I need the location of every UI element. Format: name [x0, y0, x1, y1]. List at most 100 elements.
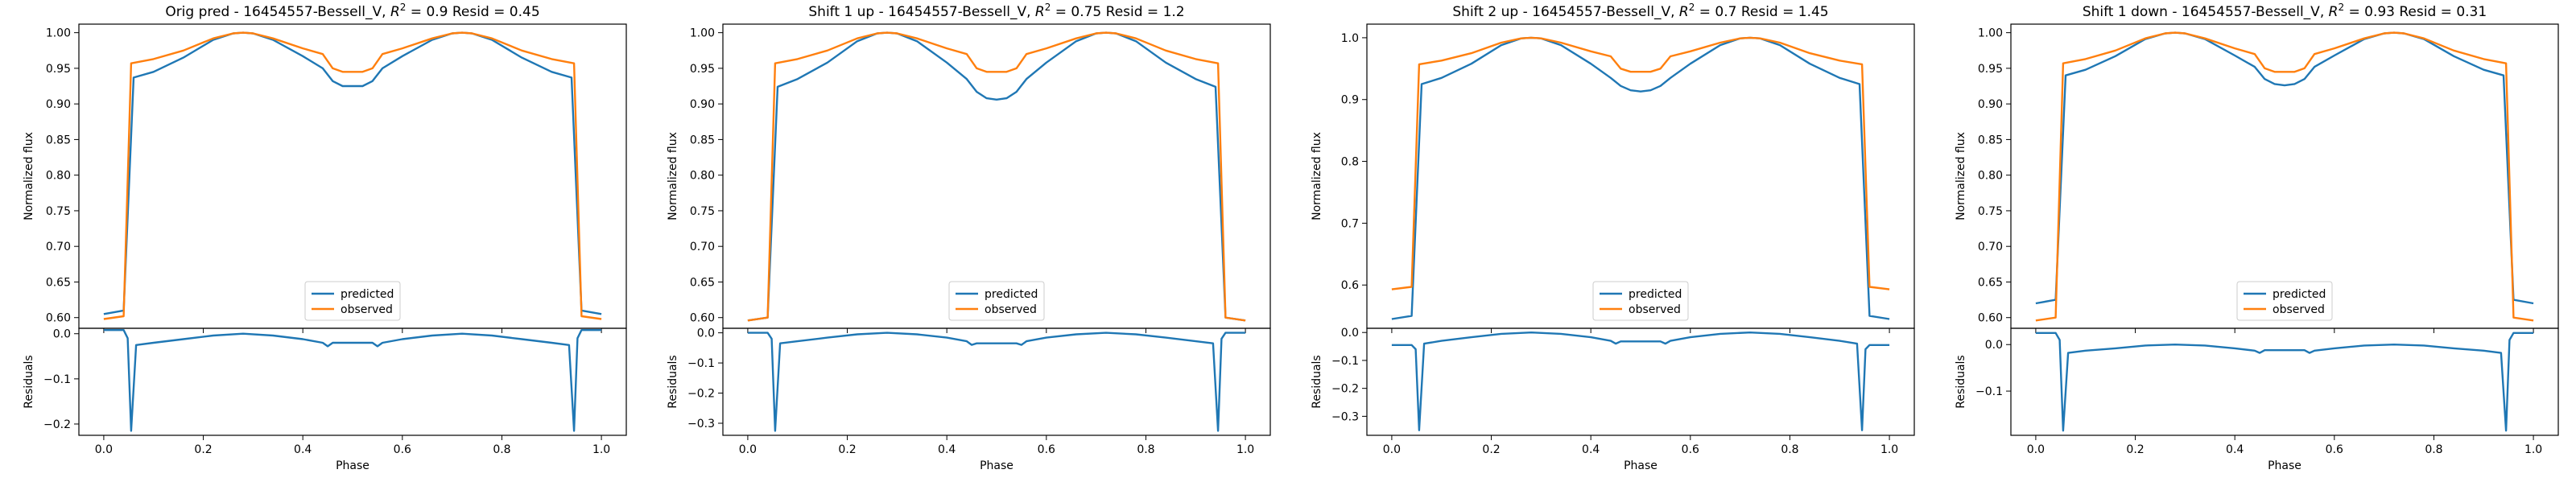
top-ytick-label: 0.85	[690, 134, 715, 146]
bottom-xtick-label: 1.0	[592, 443, 610, 456]
series-line-predicted	[747, 31, 1246, 322]
series-line-observed	[103, 31, 602, 320]
subplot-title: Shift 1 up - 16454557-Bessell_V, R2 = 0.…	[808, 2, 1184, 20]
top-ytick-label: 0.65	[46, 276, 71, 289]
legend-box	[1592, 281, 1689, 321]
top-ytick-label: 1.00	[1978, 27, 2003, 40]
legend-box	[948, 281, 1045, 321]
bottom-xlabel: Phase	[2268, 459, 2301, 472]
legend-label-observed: observed	[341, 303, 393, 316]
series-line-observed	[747, 31, 1246, 322]
top-ytick-label: 0.70	[690, 241, 715, 253]
top-ylabel: Normalized flux	[667, 132, 679, 220]
top-ytick-label: 0.80	[1978, 170, 2003, 183]
bottom-xtick-label: 0.0	[2027, 443, 2045, 456]
series-line-observed	[2035, 31, 2534, 322]
bottom-ytick-label: −0.2	[1331, 383, 1359, 396]
legend-label-predicted: predicted	[985, 288, 1038, 301]
series-line-predicted	[1391, 36, 1890, 320]
top-ytick-label: 0.95	[1978, 63, 2003, 76]
legend-box	[2236, 281, 2333, 321]
top-ytick-label: 1.00	[46, 27, 71, 40]
bottom-xtick-label: 0.2	[838, 443, 856, 456]
legend-label-predicted: predicted	[2273, 288, 2326, 301]
bottom-xtick-label: 1.0	[1880, 443, 1898, 456]
bottom-xtick-label: 0.0	[739, 443, 757, 456]
top-ytick-label: 0.95	[690, 63, 715, 76]
bottom-ytick-label: −0.1	[687, 357, 715, 370]
bottom-xlabel: Phase	[1624, 459, 1657, 472]
legend-box	[304, 281, 401, 321]
top-ytick-label: 0.80	[690, 170, 715, 183]
residual-line	[2035, 332, 2534, 432]
top-ytick-label: 0.85	[46, 134, 71, 146]
subplot-title: Shift 1 down - 16454557-Bessell_V, R2 = …	[2083, 2, 2487, 20]
top-ytick-label: 0.80	[46, 170, 71, 183]
top-ytick-label: 0.95	[46, 63, 71, 76]
bottom-xtick-label: 0.6	[2326, 443, 2343, 456]
bottom-xtick-label: 0.0	[95, 443, 113, 456]
bottom-xtick-label: 0.2	[2126, 443, 2144, 456]
top-ylabel: Normalized flux	[23, 132, 35, 220]
bottom-xtick-label: 0.0	[1383, 443, 1401, 456]
bottom-xtick-label: 0.4	[2226, 443, 2244, 456]
bottom-ytick-label: −0.3	[687, 418, 715, 430]
legend: predicted observed	[2236, 281, 2333, 321]
top-ytick-label: 0.65	[690, 276, 715, 289]
bottom-axes-frame	[2010, 327, 2559, 436]
bottom-ylabel: Residuals	[667, 355, 679, 408]
top-ytick-label: 0.7	[1341, 217, 1359, 230]
bottom-xtick-label: 0.4	[938, 443, 956, 456]
top-ytick-label: 0.60	[690, 312, 715, 325]
bottom-ytick-label: −0.1	[43, 373, 71, 386]
legend: predicted observed	[304, 281, 401, 321]
bottom-xtick-label: 0.2	[1482, 443, 1500, 456]
bottom-xtick-label: 0.6	[394, 443, 411, 456]
bottom-xtick-label: 0.8	[1781, 443, 1798, 456]
legend-label-predicted: predicted	[1629, 288, 1682, 301]
subplot-title: Orig pred - 16454557-Bessell_V, R2 = 0.9…	[165, 2, 539, 20]
bottom-ylabel: Residuals	[23, 355, 35, 408]
bottom-ytick-label: 0.0	[53, 328, 71, 341]
top-ytick-label: 0.70	[46, 241, 71, 253]
bottom-ytick-label: 0.0	[1341, 327, 1359, 340]
top-ytick-label: 0.70	[1978, 241, 2003, 253]
legend-label-observed: observed	[985, 303, 1037, 316]
series-line-predicted	[103, 31, 602, 315]
residual-line	[747, 332, 1246, 432]
subplot-3: Shift 2 up - 16454557-Bessell_V, R2 = 0.…	[1311, 2, 1915, 472]
top-ytick-label: 0.90	[690, 98, 715, 111]
bottom-xtick-label: 0.8	[2425, 443, 2442, 456]
bottom-ytick-label: −0.1	[1331, 355, 1359, 368]
bottom-ytick-label: 0.0	[697, 327, 715, 340]
bottom-xtick-label: 0.2	[194, 443, 212, 456]
bottom-ytick-label: −0.1	[1975, 385, 2003, 398]
bottom-xtick-label: 0.8	[1137, 443, 1154, 456]
bottom-xlabel: Phase	[980, 459, 1013, 472]
legend-label-predicted: predicted	[341, 288, 394, 301]
top-ytick-label: 0.75	[46, 205, 71, 218]
legend: predicted observed	[1592, 281, 1689, 321]
series-line-observed	[1391, 36, 1890, 290]
legend-label-observed: observed	[1629, 303, 1681, 316]
bottom-axes-frame	[1366, 327, 1915, 436]
residual-line	[1391, 332, 1890, 431]
bottom-ylabel: Residuals	[1311, 355, 1323, 408]
top-ylabel: Normalized flux	[1311, 132, 1323, 220]
subplot-4: Shift 1 down - 16454557-Bessell_V, R2 = …	[1955, 2, 2559, 472]
bottom-ytick-label: 0.0	[1985, 339, 2003, 352]
top-ytick-label: 0.90	[1978, 98, 2003, 111]
subplot-2: Shift 1 up - 16454557-Bessell_V, R2 = 0.…	[667, 2, 1271, 472]
residual-line	[103, 329, 602, 432]
bottom-ylabel: Residuals	[1955, 355, 1967, 408]
top-ytick-label: 0.85	[1978, 134, 2003, 146]
top-ytick-label: 0.8	[1341, 156, 1359, 169]
bottom-xtick-label: 0.4	[294, 443, 312, 456]
top-ytick-label: 0.75	[1978, 205, 2003, 218]
bottom-xtick-label: 0.6	[1682, 443, 1699, 456]
top-ytick-label: 0.60	[1978, 312, 2003, 325]
top-ytick-label: 0.90	[46, 98, 71, 111]
bottom-xtick-label: 0.6	[1038, 443, 1055, 456]
